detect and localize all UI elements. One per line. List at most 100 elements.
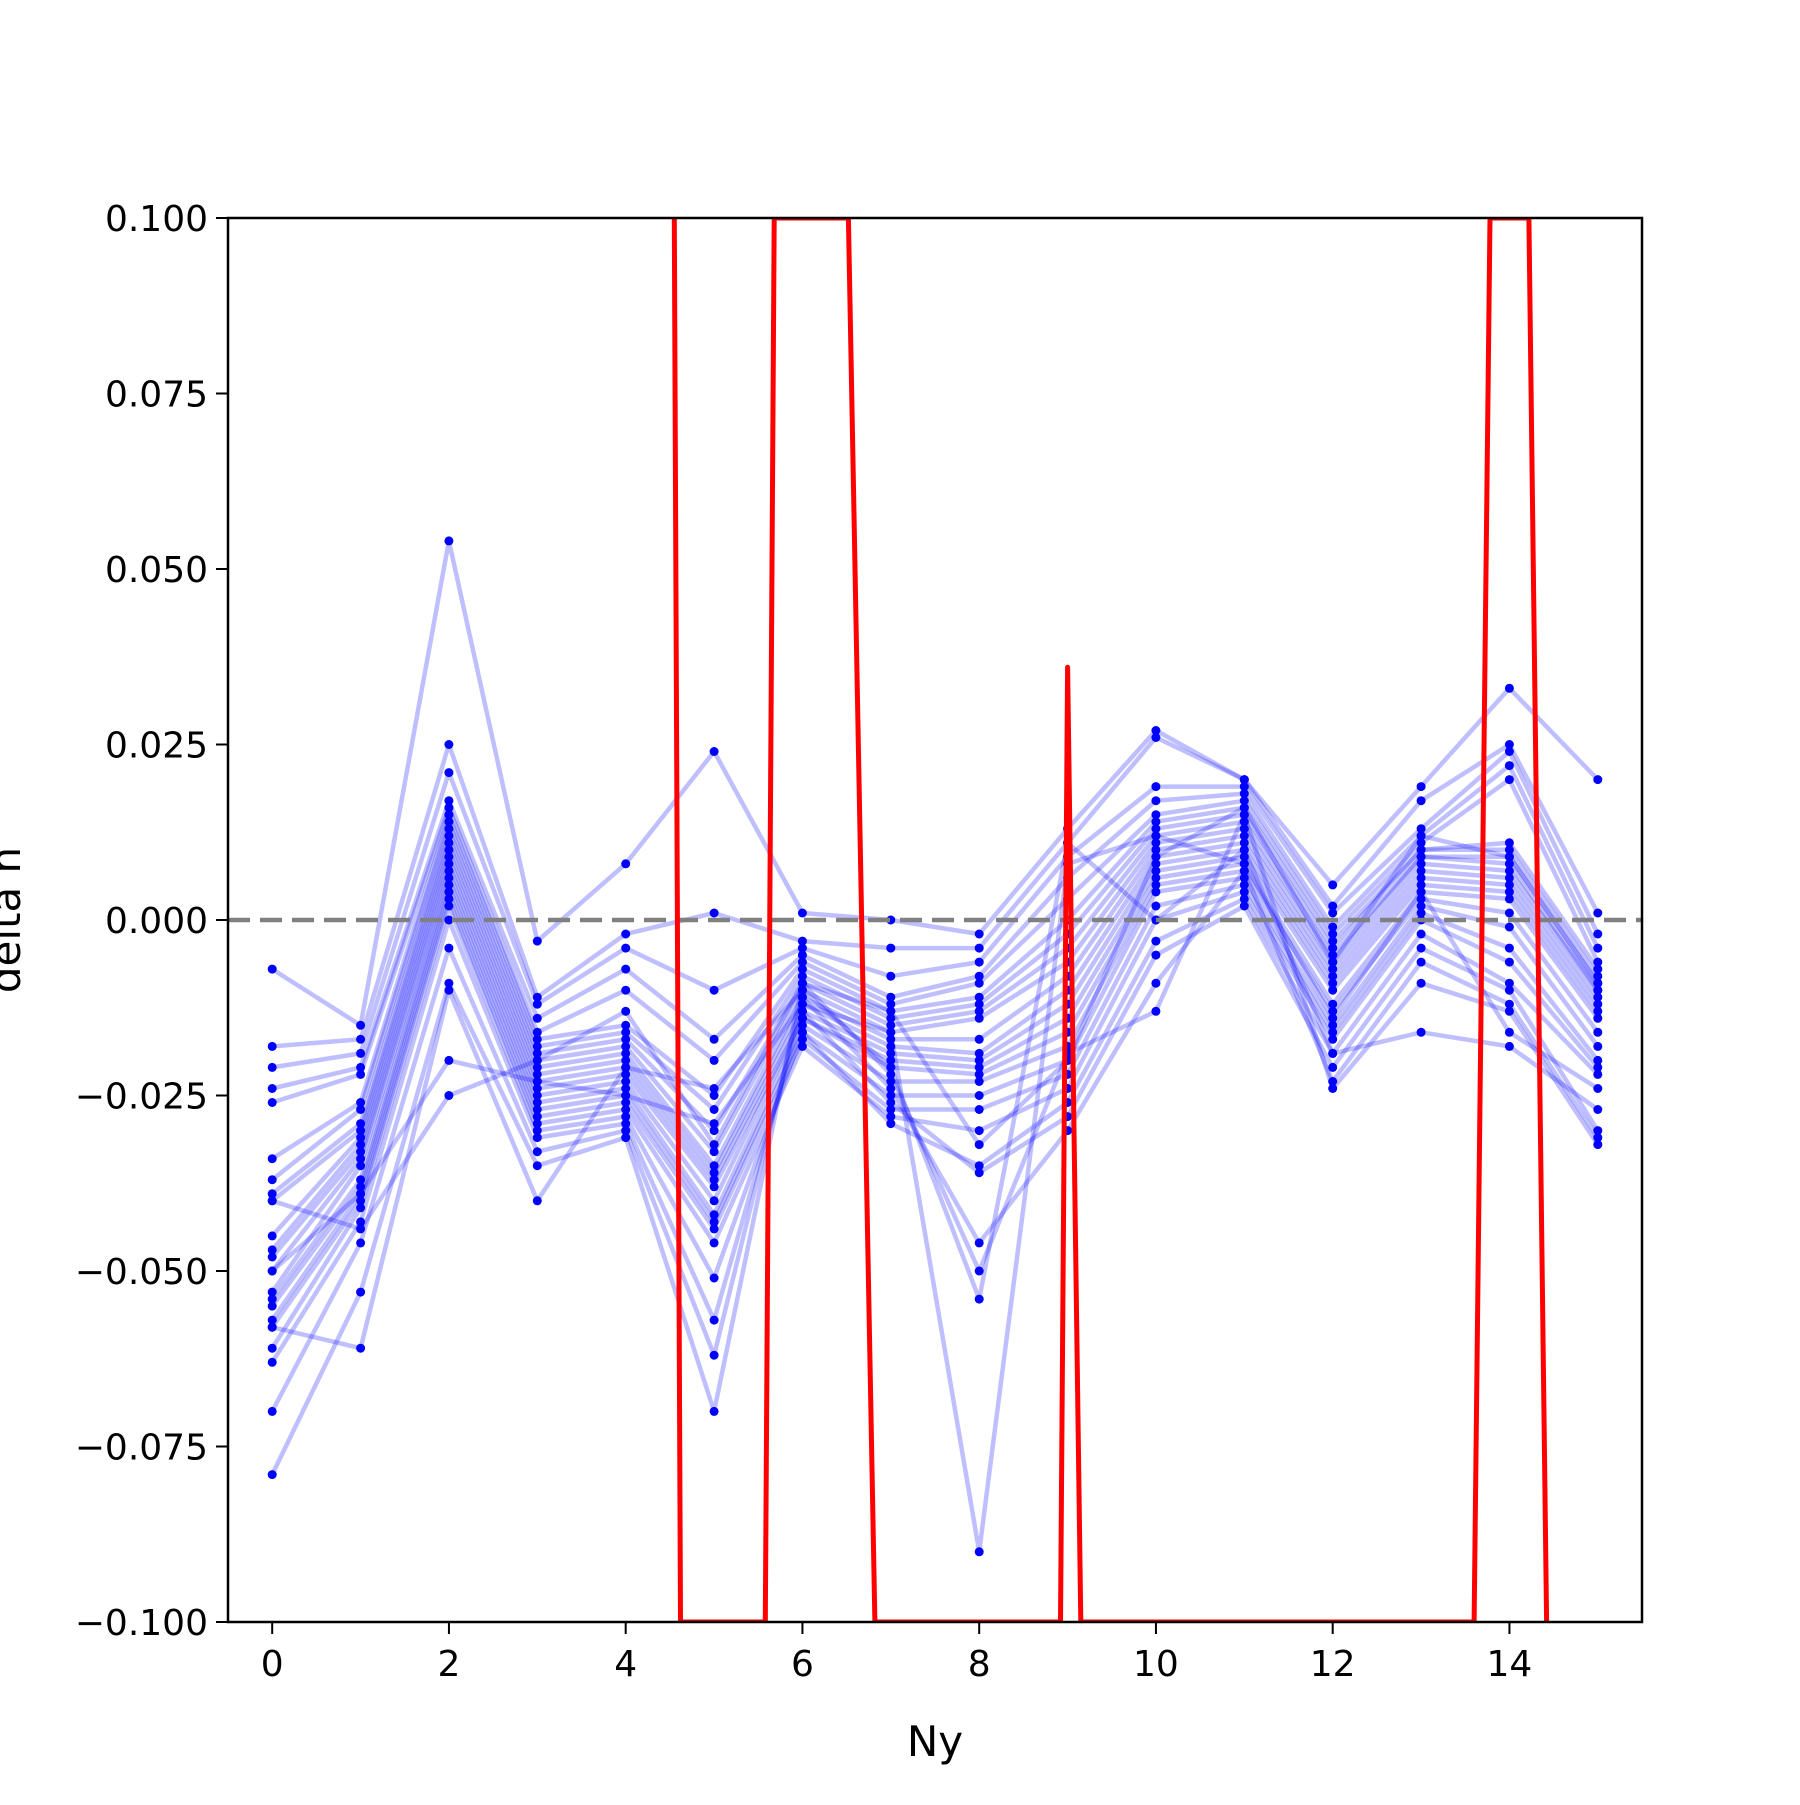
y-tick-label: 0.025 (105, 726, 208, 767)
data-point-5-2 (444, 803, 454, 813)
data-point-16-3 (532, 1105, 542, 1114)
data-point-24-1 (356, 1189, 366, 1199)
data-point-3-6 (797, 943, 807, 953)
data-point-5-8 (974, 978, 984, 988)
data-point-1-15 (1593, 775, 1603, 785)
series-line-10 (270, 833, 1600, 1238)
series-line-4 (271, 763, 1600, 1091)
data-point-21-5 (709, 1350, 719, 1360)
data-point-23-15 (1593, 1105, 1603, 1114)
data-point-17-8 (974, 1105, 984, 1114)
data-point-1-14 (1504, 683, 1514, 693)
data-point-18-8 (974, 1126, 984, 1136)
data-point-23-3 (532, 1196, 542, 1206)
data-point-23-12 (1328, 1048, 1338, 1058)
data-point-8-12 (1328, 950, 1338, 960)
data-point-21-10 (1151, 978, 1161, 988)
data-point-11-4 (621, 1055, 631, 1065)
data-point-2-4 (621, 929, 631, 939)
data-point-17-3 (532, 1112, 542, 1122)
data-point-2-2 (444, 740, 454, 749)
data-point-12-5 (709, 1175, 719, 1185)
data-point-11-11 (1239, 838, 1249, 848)
data-point-23-5 (709, 1084, 719, 1093)
data-point-3-11 (1239, 782, 1249, 792)
data-point-20-8 (974, 1168, 984, 1178)
data-point-2-15 (1593, 908, 1603, 918)
data-point-5-1 (356, 1069, 366, 1079)
data-point-20-2 (444, 915, 454, 925)
data-point-10-14 (1504, 866, 1514, 876)
data-point-3-3 (532, 999, 542, 1009)
data-point-14-6 (797, 1013, 807, 1023)
data-point-18-11 (1239, 887, 1249, 897)
data-point-4-15 (1593, 943, 1603, 953)
data-point-25-6 (797, 978, 807, 988)
data-point-15-4 (621, 1084, 631, 1093)
data-point-21-4 (621, 1126, 631, 1136)
data-point-11-1 (356, 1140, 366, 1150)
data-point-15-12 (1328, 1006, 1338, 1016)
data-point-8-7 (886, 1020, 896, 1030)
data-point-15-14 (1504, 908, 1514, 918)
data-point-11-7 (886, 1041, 896, 1051)
data-point-18-15 (1593, 1062, 1603, 1072)
data-point-23-8 (974, 1294, 984, 1304)
data-point-16-11 (1239, 873, 1249, 883)
data-point-19-6 (797, 1027, 807, 1037)
series-line-1 (270, 538, 1600, 1028)
data-point-2-6 (797, 936, 807, 946)
data-point-1-5 (709, 747, 719, 756)
series-line-12 (270, 847, 1600, 1259)
data-point-5-12 (1328, 929, 1338, 939)
data-point-15-3 (532, 1098, 542, 1107)
data-point-2-8 (974, 943, 984, 953)
data-point-18-2 (444, 894, 454, 904)
data-point-20-7 (886, 1098, 896, 1107)
data-point-13-2 (444, 859, 454, 869)
data-point-21-8 (974, 1238, 984, 1248)
data-point-1-6 (797, 908, 807, 918)
data-point-7-14 (1504, 845, 1514, 855)
data-point-6-5 (709, 1091, 719, 1100)
data-point-17-2 (444, 887, 454, 897)
data-point-11-3 (532, 1069, 542, 1079)
data-point-15-2 (444, 873, 454, 883)
data-point-5-15 (1593, 957, 1603, 967)
data-point-10-10 (1151, 845, 1161, 855)
data-point-21-12 (1328, 1077, 1338, 1086)
data-point-2-3 (532, 992, 542, 1002)
data-point-12-7 (886, 1048, 896, 1058)
data-point-9-11 (1239, 824, 1249, 834)
data-point-16-0 (267, 1301, 277, 1311)
y-tick-label: −0.075 (75, 1428, 208, 1469)
data-point-13-8 (974, 1062, 984, 1072)
data-point-14-8 (974, 1069, 984, 1079)
data-point-20-3 (532, 1133, 542, 1143)
data-point-23-11 (1239, 845, 1249, 855)
data-point-10-2 (444, 838, 454, 848)
data-point-19-2 (444, 901, 454, 911)
data-point-17-10 (1151, 901, 1161, 911)
data-point-13-15 (1593, 1006, 1603, 1016)
series-line-13 (270, 854, 1600, 1273)
data-point-4-14 (1504, 761, 1514, 771)
data-point-11-12 (1328, 971, 1338, 981)
data-point-24-3 (532, 1077, 542, 1086)
data-point-8-11 (1239, 817, 1249, 827)
data-point-9-4 (621, 1041, 631, 1051)
data-point-17-6 (797, 1034, 807, 1044)
x-tick-label: 10 (1133, 1644, 1179, 1685)
data-point-8-1 (356, 1119, 366, 1129)
data-point-20-4 (621, 1119, 631, 1129)
data-point-21-2 (444, 943, 454, 953)
data-point-20-12 (1328, 1062, 1338, 1072)
data-point-20-14 (1504, 985, 1514, 995)
data-point-16-1 (356, 1182, 366, 1192)
data-point-4-11 (1239, 789, 1249, 799)
data-point-12-10 (1151, 859, 1161, 869)
data-point-14-15 (1593, 1013, 1603, 1023)
data-point-1-8 (974, 929, 984, 939)
data-point-7-7 (886, 1013, 896, 1023)
data-point-6-6 (797, 964, 807, 974)
